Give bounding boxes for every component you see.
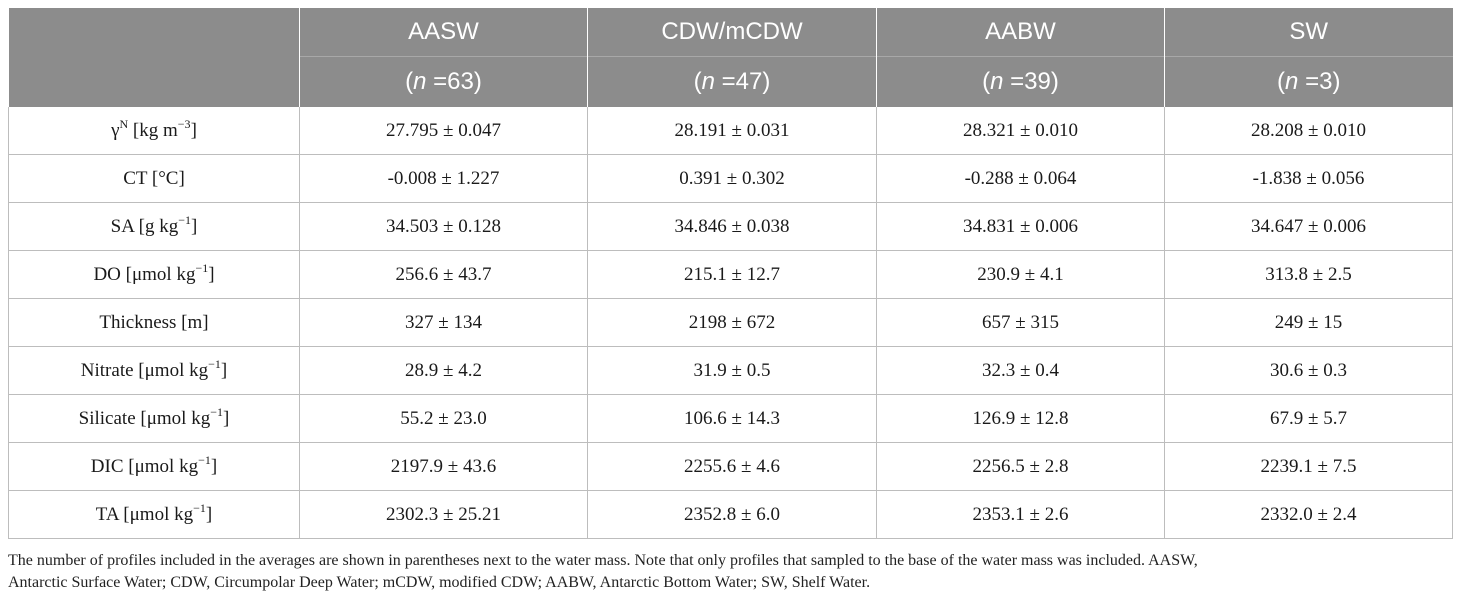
table-cell: 2332.0 ± 2.4 xyxy=(1164,490,1453,539)
table-cell: 28.191 ± 0.031 xyxy=(587,107,877,155)
footnote-line-1: The number of profiles included in the a… xyxy=(8,552,1198,569)
table-cell: 2302.3 ± 25.21 xyxy=(299,490,588,539)
header-row-counts: (n =63) (n =47) (n =39) (n =3) xyxy=(9,56,1453,107)
table-cell: 28.208 ± 0.010 xyxy=(1164,107,1453,155)
table-cell: 2256.5 ± 2.8 xyxy=(876,442,1165,491)
table-cell: 313.8 ± 2.5 xyxy=(1164,250,1453,299)
table-cell: 256.6 ± 43.7 xyxy=(299,250,588,299)
header-count-aabw: (n =39) xyxy=(876,56,1165,107)
table-cell: 126.9 ± 12.8 xyxy=(876,394,1165,443)
table-cell: 30.6 ± 0.3 xyxy=(1164,346,1453,395)
table-row: Thickness [m] 327 ± 134 2198 ± 672 657 ±… xyxy=(8,298,1453,347)
table-cell: 2198 ± 672 xyxy=(587,298,877,347)
table-row: Silicate [μmol kg−1] 55.2 ± 23.0 106.6 ±… xyxy=(8,394,1453,443)
row-label-nitrate: Nitrate [μmol kg−1] xyxy=(8,346,300,395)
table-row: Nitrate [μmol kg−1] 28.9 ± 4.2 31.9 ± 0.… xyxy=(8,346,1453,395)
table-cell: 249 ± 15 xyxy=(1164,298,1453,347)
table-cell: 657 ± 315 xyxy=(876,298,1165,347)
header-col-aasw: AASW xyxy=(299,8,588,57)
table-cell: 32.3 ± 0.4 xyxy=(876,346,1165,395)
table-row: CT [°C] -0.008 ± 1.227 0.391 ± 0.302 -0.… xyxy=(8,154,1453,203)
row-label-silicate: Silicate [μmol kg−1] xyxy=(8,394,300,443)
water-mass-table-container: AASW CDW/mCDW AABW SW (n =63) (n =47) (n… xyxy=(8,8,1453,539)
header-count-sw: (n =3) xyxy=(1164,56,1453,107)
header-col-cdw: CDW/mCDW xyxy=(587,8,877,57)
table-cell: 230.9 ± 4.1 xyxy=(876,250,1165,299)
row-label-dic: DIC [μmol kg−1] xyxy=(8,442,300,491)
table-cell: 55.2 ± 23.0 xyxy=(299,394,588,443)
row-label-neutral-density: γN [kg m−3] xyxy=(8,107,300,155)
table-cell: -0.008 ± 1.227 xyxy=(299,154,588,203)
row-label-do: DO [μmol kg−1] xyxy=(8,250,300,299)
table-cell: -0.288 ± 0.064 xyxy=(876,154,1165,203)
header-blank-cell xyxy=(8,8,300,107)
table-cell: 327 ± 134 xyxy=(299,298,588,347)
table-row: SA [g kg−1] 34.503 ± 0.128 34.846 ± 0.03… xyxy=(8,202,1453,251)
table-row: DIC [μmol kg−1] 2197.9 ± 43.6 2255.6 ± 4… xyxy=(8,442,1453,491)
table-cell: 34.831 ± 0.006 xyxy=(876,202,1165,251)
table-cell: 28.9 ± 4.2 xyxy=(299,346,588,395)
table-cell: 2353.1 ± 2.6 xyxy=(876,490,1165,539)
table-cell: 0.391 ± 0.302 xyxy=(587,154,877,203)
table-cell: 2352.8 ± 6.0 xyxy=(587,490,877,539)
table-footnote: The number of profiles included in the a… xyxy=(8,550,1452,594)
row-label-ct: CT [°C] xyxy=(8,154,300,203)
table-cell: -1.838 ± 0.056 xyxy=(1164,154,1453,203)
table-cell: 2255.6 ± 4.6 xyxy=(587,442,877,491)
header-count-cdw: (n =47) xyxy=(587,56,877,107)
table-cell: 34.647 ± 0.006 xyxy=(1164,202,1453,251)
table-cell: 2239.1 ± 7.5 xyxy=(1164,442,1453,491)
table-cell: 106.6 ± 14.3 xyxy=(587,394,877,443)
header-col-aabw: AABW xyxy=(876,8,1165,57)
table-cell: 67.9 ± 5.7 xyxy=(1164,394,1453,443)
water-mass-properties-table: AASW CDW/mCDW AABW SW (n =63) (n =47) (n… xyxy=(8,8,1453,539)
header-count-aasw: (n =63) xyxy=(299,56,588,107)
row-label-sa: SA [g kg−1] xyxy=(8,202,300,251)
table-row: TA [μmol kg−1] 2302.3 ± 25.21 2352.8 ± 6… xyxy=(8,490,1453,539)
row-label-thickness: Thickness [m] xyxy=(8,298,300,347)
table-cell: 215.1 ± 12.7 xyxy=(587,250,877,299)
table-row: DO [μmol kg−1] 256.6 ± 43.7 215.1 ± 12.7… xyxy=(8,250,1453,299)
table-cell: 2197.9 ± 43.6 xyxy=(299,442,588,491)
row-label-ta: TA [μmol kg−1] xyxy=(8,490,300,539)
table-cell: 34.846 ± 0.038 xyxy=(587,202,877,251)
table-row: γN [kg m−3] 27.795 ± 0.047 28.191 ± 0.03… xyxy=(8,107,1453,155)
header-col-sw: SW xyxy=(1164,8,1453,57)
table-cell: 34.503 ± 0.128 xyxy=(299,202,588,251)
table-cell: 27.795 ± 0.047 xyxy=(299,107,588,155)
footnote-line-2: Antarctic Surface Water; CDW, Circumpola… xyxy=(8,574,871,591)
table-cell: 31.9 ± 0.5 xyxy=(587,346,877,395)
header-row-names: AASW CDW/mCDW AABW SW xyxy=(8,8,1453,107)
table-cell: 28.321 ± 0.010 xyxy=(876,107,1165,155)
